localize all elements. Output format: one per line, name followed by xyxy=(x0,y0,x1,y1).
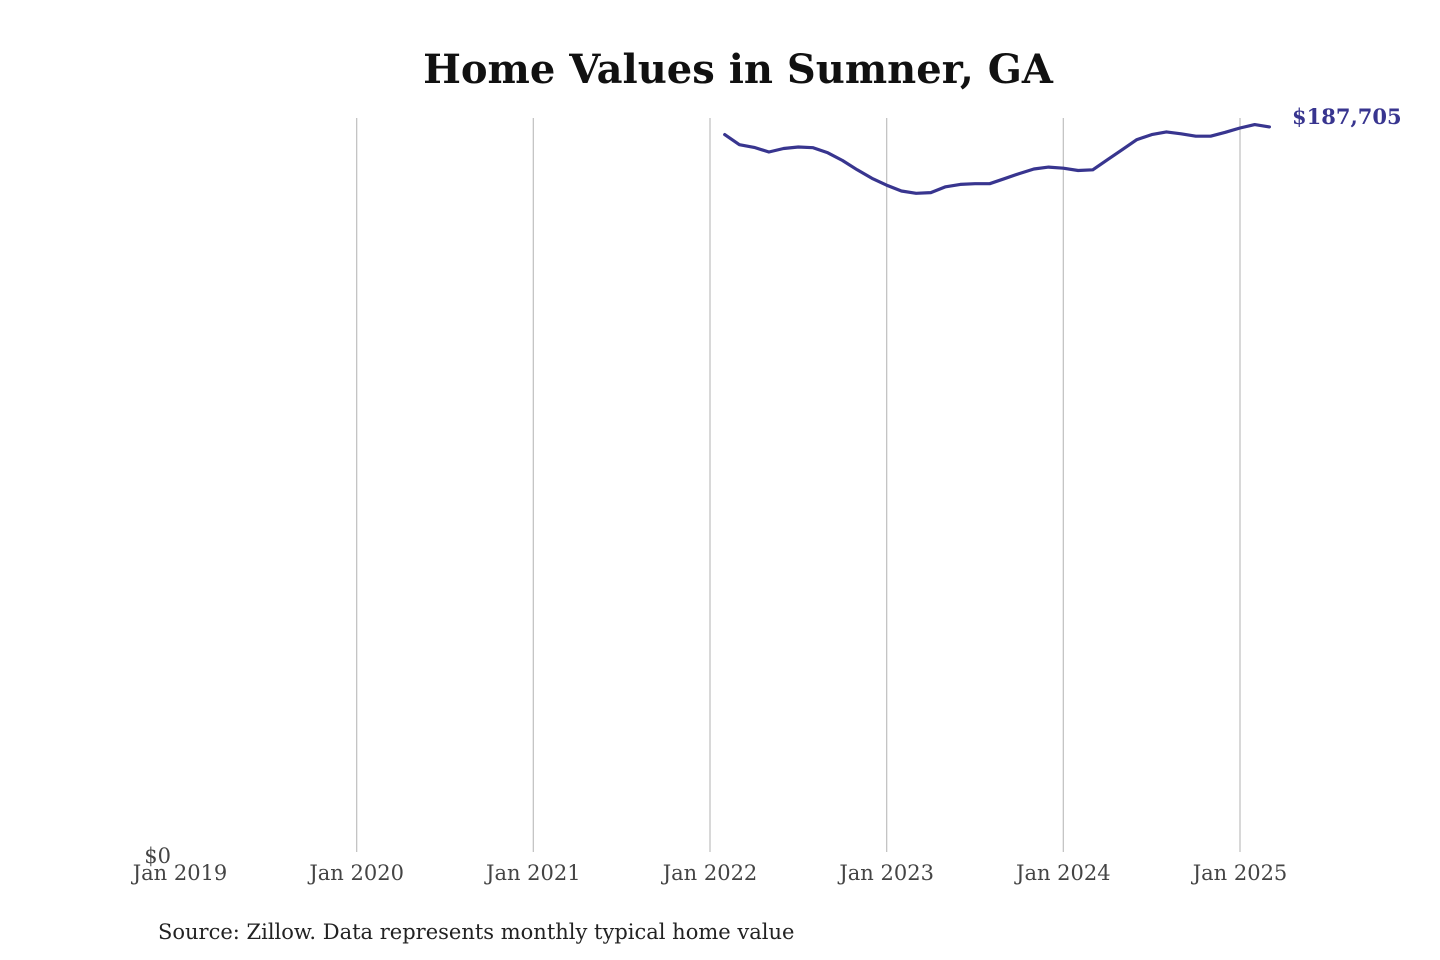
y-tick-label: $0 xyxy=(144,844,171,868)
x-tick-label: Jan 2022 xyxy=(661,861,758,885)
x-tick-label: Jan 2023 xyxy=(837,861,934,885)
grid-lines xyxy=(356,118,1241,852)
chart-title: Home Values in Sumner, GA xyxy=(423,46,1054,93)
series-layer: $187,705 xyxy=(723,104,1402,195)
x-tick-label: Jan 2024 xyxy=(1014,861,1111,885)
source-note: Source: Zillow. Data represents monthly … xyxy=(158,920,794,944)
x-tick-label: Jan 2025 xyxy=(1191,861,1288,885)
end-value-label: $187,705 xyxy=(1292,104,1402,129)
series-line xyxy=(723,123,1271,195)
x-tick-label: Jan 2021 xyxy=(484,861,581,885)
x-tick-label: Jan 2020 xyxy=(307,861,404,885)
axis-labels: Jan 2019 Jan 2020 Jan 2021 Jan 2022 Jan 2023… xyxy=(131,844,1288,885)
x-tick-label: Jan 2019 xyxy=(131,861,228,885)
